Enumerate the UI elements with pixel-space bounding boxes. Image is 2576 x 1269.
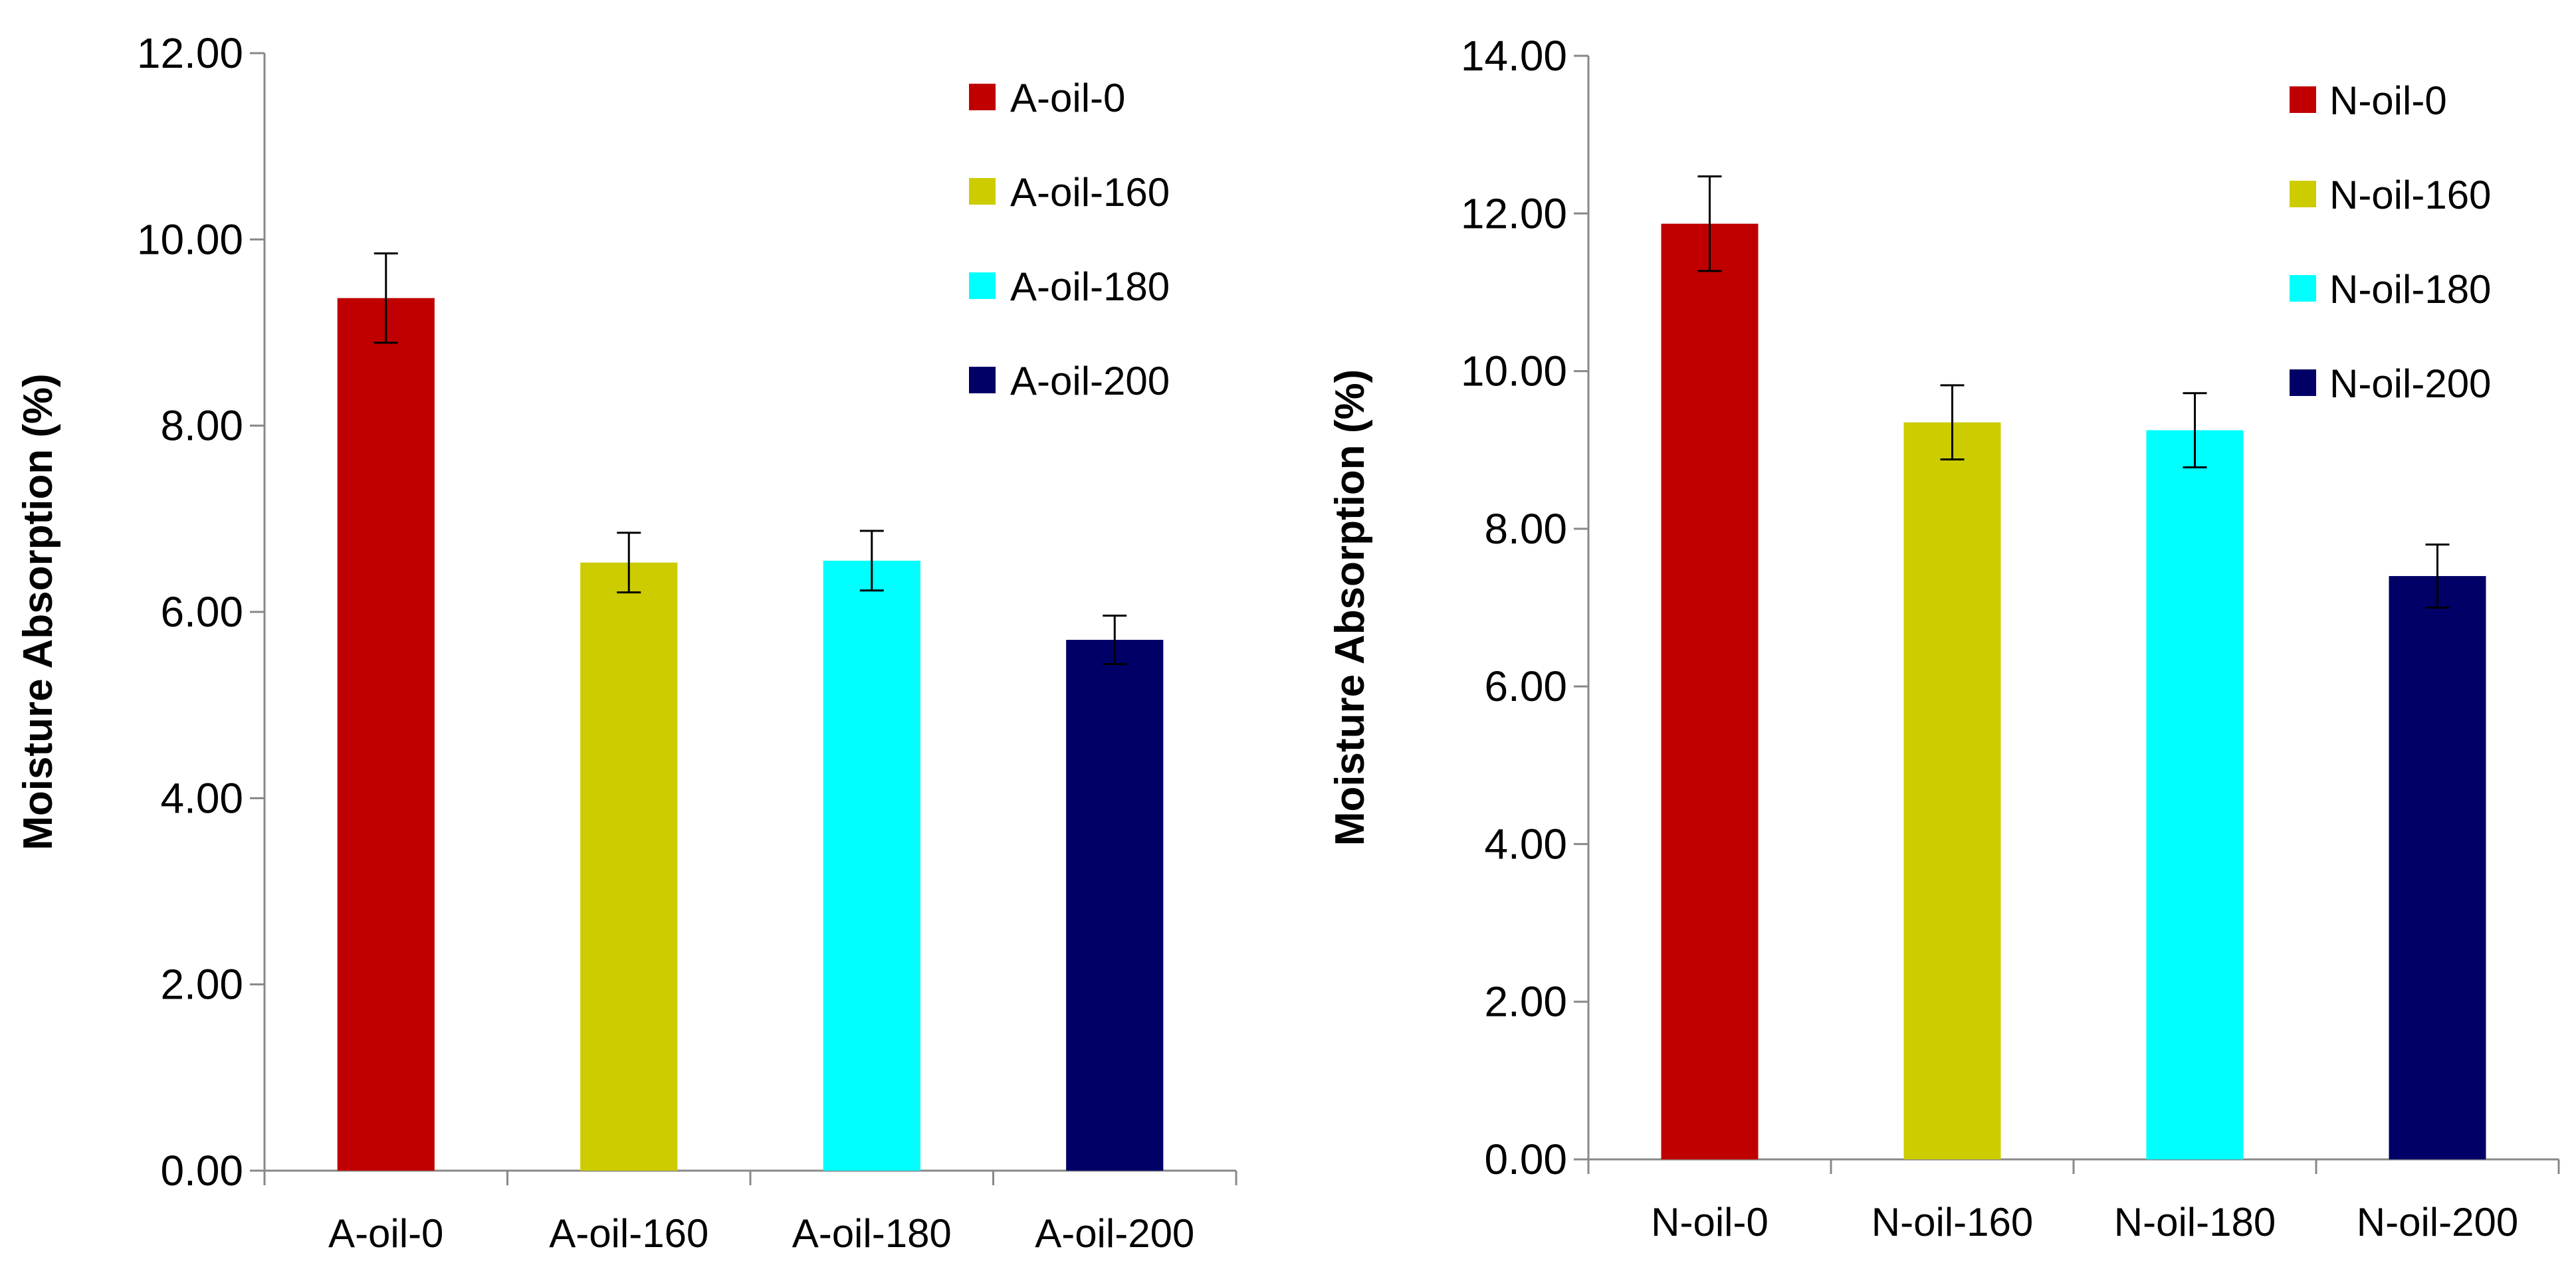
legend-swatch [2290, 275, 2316, 302]
y-tick-label: 6.00 [160, 588, 243, 636]
legend-label: A-oil-180 [1010, 264, 1170, 309]
bar [580, 562, 678, 1171]
bar [823, 560, 920, 1171]
y-tick-label: 12.00 [1461, 189, 1567, 237]
bar [337, 298, 435, 1171]
x-tick-label: N-oil-180 [2114, 1200, 2276, 1244]
y-tick-label: 10.00 [1461, 347, 1567, 395]
legend-label: A-oil-160 [1010, 170, 1170, 215]
legend-label: A-oil-0 [1010, 76, 1125, 120]
y-tick-label: 8.00 [160, 402, 243, 450]
x-tick-label: N-oil-160 [1872, 1200, 2033, 1244]
bar [1903, 422, 2001, 1160]
chart-a-oil: 0.00 2.00 4.00 6.00 8.00 10.00 12.00 Moisture A… [15, 29, 1237, 1256]
y-tick-label: 10.00 [137, 215, 243, 263]
x-tick-label: N-oil-200 [2357, 1200, 2518, 1244]
x-tick-label: A-oil-160 [549, 1211, 708, 1256]
legend-swatch [2290, 369, 2316, 396]
legend-label: N-oil-200 [2329, 361, 2491, 406]
legend-label: N-oil-160 [2329, 173, 2491, 217]
legend-swatch [2290, 181, 2316, 207]
legend-label: A-oil-200 [1010, 359, 1170, 403]
legend-label: N-oil-0 [2329, 78, 2447, 123]
y-tick-label: 14.00 [1461, 32, 1567, 80]
x-tick-label: A-oil-200 [1035, 1211, 1194, 1256]
x-tick-label: A-oil-0 [328, 1211, 443, 1256]
bar [1661, 223, 1759, 1160]
y-tick-label: 6.00 [1484, 662, 1567, 710]
y-axis-title: Moisture Absorption (%) [15, 373, 61, 850]
bar [2389, 576, 2486, 1159]
bar [1066, 640, 1164, 1171]
legend-swatch [969, 367, 996, 393]
chart-n-oil: 0.00 2.00 4.00 6.00 8.00 10.00 12.00 14.00 Moist… [1327, 32, 2560, 1244]
legend-label: N-oil-180 [2329, 267, 2491, 312]
bar [2146, 430, 2244, 1159]
legend-swatch [969, 272, 996, 299]
legend-swatch [969, 178, 996, 205]
y-tick-label: 2.00 [160, 961, 243, 1009]
legend-swatch [969, 84, 996, 110]
y-tick-label: 12.00 [137, 29, 243, 77]
y-tick-label: 2.00 [1484, 978, 1567, 1026]
y-tick-label: 4.00 [1484, 820, 1567, 868]
x-tick-label: N-oil-0 [1651, 1200, 1769, 1244]
x-tick-label: A-oil-180 [792, 1211, 952, 1256]
y-tick-label: 0.00 [1484, 1135, 1567, 1183]
y-axis-title: Moisture Absorption (%) [1327, 369, 1373, 846]
y-tick-label: 8.00 [1484, 505, 1567, 553]
y-tick-label: 0.00 [160, 1147, 243, 1195]
legend-swatch [2290, 86, 2316, 113]
y-tick-label: 4.00 [160, 774, 243, 822]
